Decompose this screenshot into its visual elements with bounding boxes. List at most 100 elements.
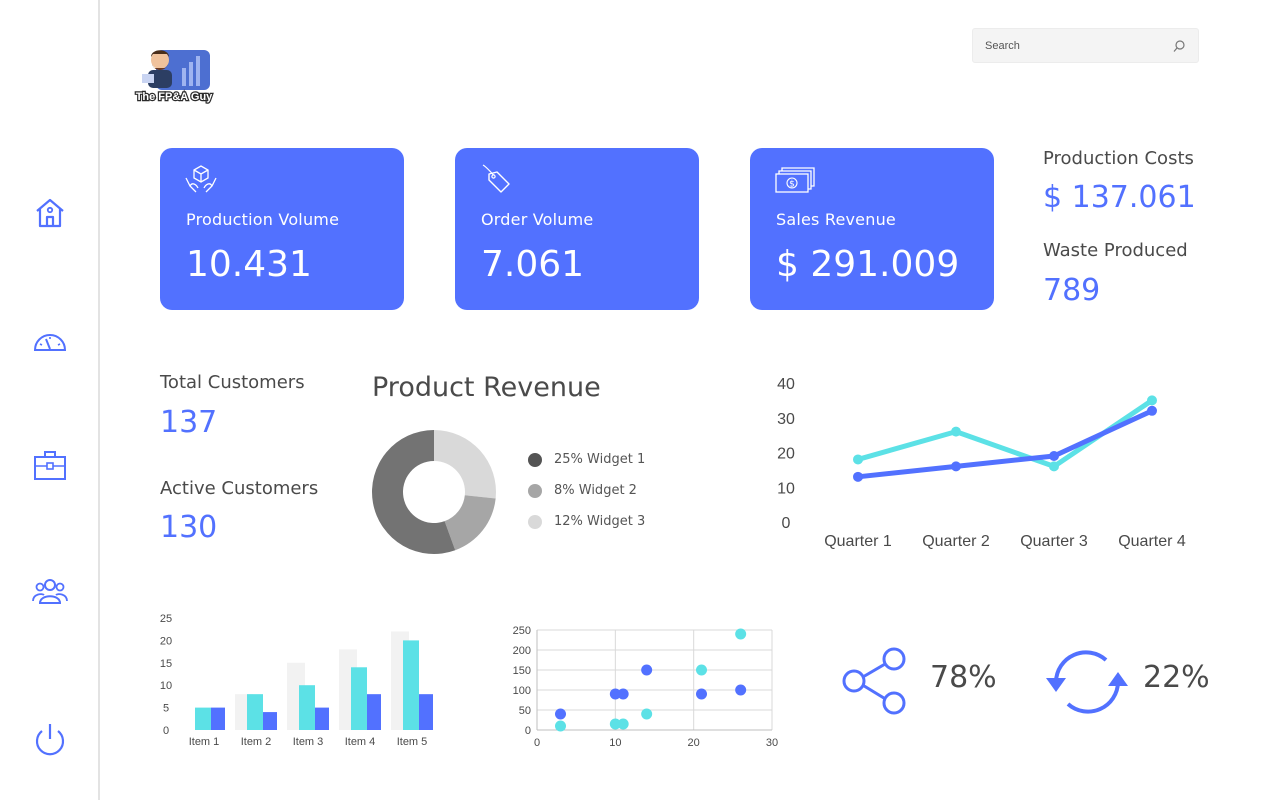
legend-item: 12% Widget 3	[528, 514, 645, 529]
speedometer-icon	[33, 334, 67, 351]
sidebar	[0, 0, 100, 800]
refresh-percentage: 22%	[1143, 660, 1210, 695]
legend-item: 8% Widget 2	[528, 483, 637, 498]
production-costs-label: Production Costs	[1043, 148, 1194, 169]
x-tick-label: Quarter 4	[1118, 533, 1186, 550]
legend-item: 25% Widget 1	[528, 452, 645, 467]
x-tick-label: Item 3	[293, 736, 324, 748]
data-point	[1049, 461, 1059, 472]
donut-slice	[371, 430, 456, 554]
x-tick-label: Quarter 1	[824, 533, 892, 550]
y-tick-label: 50	[519, 705, 531, 717]
y-tick-label: 200	[513, 645, 531, 657]
legend-label: 25% Widget 1	[554, 452, 646, 467]
sidebar-item-briefcase[interactable]	[30, 445, 70, 485]
waste-produced-label: Waste Produced	[1043, 240, 1188, 261]
sidebar-item-home[interactable]	[30, 193, 70, 233]
scatter-point	[555, 720, 566, 732]
sidebar-item-power[interactable]	[30, 720, 70, 760]
card-label: Sales Revenue	[776, 210, 896, 229]
scatter-point	[555, 708, 566, 720]
bar	[263, 712, 277, 730]
y-tick-label: 20	[160, 635, 172, 647]
bar	[367, 694, 381, 730]
brand-logo: The FP&A Guy	[132, 44, 216, 106]
bar	[211, 707, 225, 730]
series-line	[857, 408, 1154, 480]
x-tick-label: Quarter 3	[1020, 533, 1088, 550]
bar	[247, 694, 263, 730]
y-tick-label: 0	[163, 725, 169, 737]
x-tick-label: Quarter 2	[922, 533, 990, 550]
svg-text:$: $	[789, 180, 795, 190]
data-point	[1049, 450, 1059, 461]
scatter-point	[735, 628, 747, 640]
data-point	[853, 471, 863, 482]
card-label: Production Volume	[186, 210, 340, 229]
data-point	[1147, 405, 1157, 416]
y-tick-label: 100	[513, 685, 531, 697]
y-tick-label: 0	[525, 725, 531, 737]
donut-slice	[434, 430, 496, 499]
quarterly-line-chart: 0 10 20 30 40 Quarter 1 Quarter 2 Quarter 3 Quar…	[777, 376, 1186, 550]
y-tick-label: 20	[777, 446, 795, 463]
legend-dot	[528, 483, 542, 498]
card-value: $ 291.009	[776, 244, 960, 285]
bar	[299, 685, 315, 730]
legend-label: 12% Widget 3	[554, 514, 646, 529]
scatter-point	[617, 688, 629, 700]
scatter-point	[696, 688, 707, 700]
donut-slice	[444, 495, 496, 551]
y-tick-label: 15	[160, 658, 172, 670]
bar	[315, 707, 329, 730]
x-tick-label: 0	[534, 737, 540, 749]
x-tick-label: Item 1	[189, 736, 220, 748]
legend-label: 8% Widget 2	[554, 483, 637, 498]
search-box[interactable]	[972, 28, 1199, 63]
y-tick-label: 0	[782, 515, 791, 532]
y-tick-label: 25	[160, 613, 172, 625]
scatter-point	[609, 718, 621, 730]
donut-chart	[371, 430, 496, 554]
data-point	[853, 454, 863, 465]
scatter-point	[641, 664, 653, 676]
scatter-point	[609, 688, 621, 700]
card-label: Order Volume	[481, 210, 594, 229]
home-icon	[36, 198, 64, 228]
card-value: 10.431	[186, 244, 312, 285]
order-volume-card: Order Volume 7.061	[455, 148, 699, 310]
product-revenue-title: Product Revenue	[372, 372, 601, 403]
legend-dot	[528, 452, 542, 467]
waste-produced-value: 789	[1043, 273, 1101, 308]
refresh-icon[interactable]	[1044, 648, 1130, 716]
production-costs-value: $ 137.061	[1043, 180, 1196, 215]
sidebar-item-dashboard[interactable]	[30, 320, 70, 360]
search-icon[interactable]	[1172, 39, 1186, 53]
scatter-point	[735, 684, 747, 696]
y-tick-label: 5	[163, 703, 169, 715]
scatter-point	[641, 708, 653, 720]
total-customers-value: 137	[160, 405, 218, 440]
data-point	[1147, 395, 1157, 406]
y-tick-label: 10	[160, 680, 172, 692]
briefcase-icon	[34, 451, 66, 480]
sales-revenue-card: $ Sales Revenue $ 291.009	[750, 148, 994, 310]
x-tick-label: 20	[688, 737, 700, 749]
bar	[195, 707, 211, 730]
bar	[419, 694, 433, 730]
total-customers-label: Total Customers	[160, 372, 305, 393]
share-icon[interactable]	[842, 646, 908, 716]
svg-text:The FP&A Guy: The FP&A Guy	[136, 91, 213, 103]
search-input[interactable]	[985, 39, 1172, 52]
sidebar-item-users[interactable]	[30, 570, 70, 610]
data-point	[951, 426, 961, 437]
items-bar-chart: 0 5 10 15 20 25 Item 1 Item 2 Item 3 Item 4 Item 5	[160, 613, 433, 748]
tag-icon	[482, 164, 510, 193]
scatter-point	[617, 718, 629, 730]
x-tick-label: Item 5	[397, 736, 428, 748]
x-tick-label: Item 2	[241, 736, 272, 748]
bar	[403, 640, 419, 730]
y-tick-label: 30	[777, 411, 795, 428]
cash-icon: $	[775, 167, 815, 193]
power-icon	[35, 724, 65, 756]
